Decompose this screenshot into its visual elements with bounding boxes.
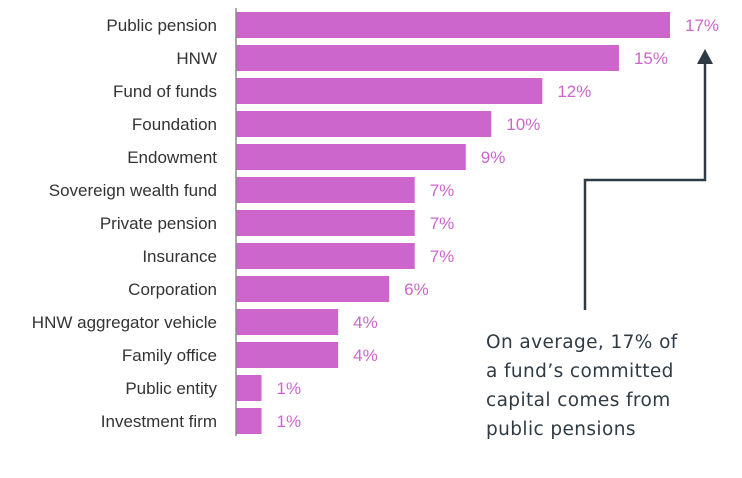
bar	[236, 342, 339, 368]
value-label: 1%	[277, 379, 302, 398]
category-label: Investment firm	[101, 412, 217, 431]
bar	[236, 408, 262, 434]
bar	[236, 45, 619, 71]
value-label: 7%	[430, 247, 455, 266]
value-label: 9%	[481, 148, 506, 167]
value-label: 4%	[353, 346, 378, 365]
value-label: 17%	[685, 16, 719, 35]
bar	[236, 309, 339, 335]
category-label: Private pension	[100, 214, 217, 233]
category-label: Insurance	[142, 247, 217, 266]
bar	[236, 78, 543, 104]
annotation-text: On average, 17% of a fund’s committed ca…	[486, 332, 678, 440]
bar	[236, 144, 466, 170]
value-label: 10%	[506, 115, 540, 134]
bar	[236, 111, 492, 137]
value-label: 1%	[277, 412, 302, 431]
annotation-arrow-head	[697, 49, 713, 64]
value-label: 7%	[430, 181, 455, 200]
category-label: HNW aggregator vehicle	[32, 313, 217, 332]
category-label: Sovereign wealth fund	[49, 181, 217, 200]
value-label: 12%	[557, 82, 591, 101]
annotation-arrow-line	[583, 62, 707, 310]
value-label: 7%	[430, 214, 455, 233]
bar	[236, 12, 670, 38]
category-label: Corporation	[128, 280, 217, 299]
value-label: 4%	[353, 313, 378, 332]
bar	[236, 243, 415, 269]
value-label: 6%	[404, 280, 429, 299]
category-label: Fund of funds	[113, 82, 217, 101]
bar	[236, 276, 390, 302]
category-label: Endowment	[127, 148, 217, 167]
bar	[236, 375, 262, 401]
category-label: Foundation	[132, 115, 217, 134]
bar	[236, 177, 415, 203]
bar	[236, 210, 415, 236]
value-label: 15%	[634, 49, 668, 68]
category-label: Public entity	[125, 379, 217, 398]
value-labels-group: 17%15%12%10%9%7%7%7%6%4%4%1%1%	[277, 16, 720, 431]
category-label: HNW	[176, 49, 217, 68]
bars-group	[236, 12, 670, 434]
category-labels-group: Public pension HNW Fund of funds Foundation…	[32, 16, 218, 431]
category-label: Family office	[122, 346, 217, 365]
category-label: Public pension	[106, 16, 217, 35]
